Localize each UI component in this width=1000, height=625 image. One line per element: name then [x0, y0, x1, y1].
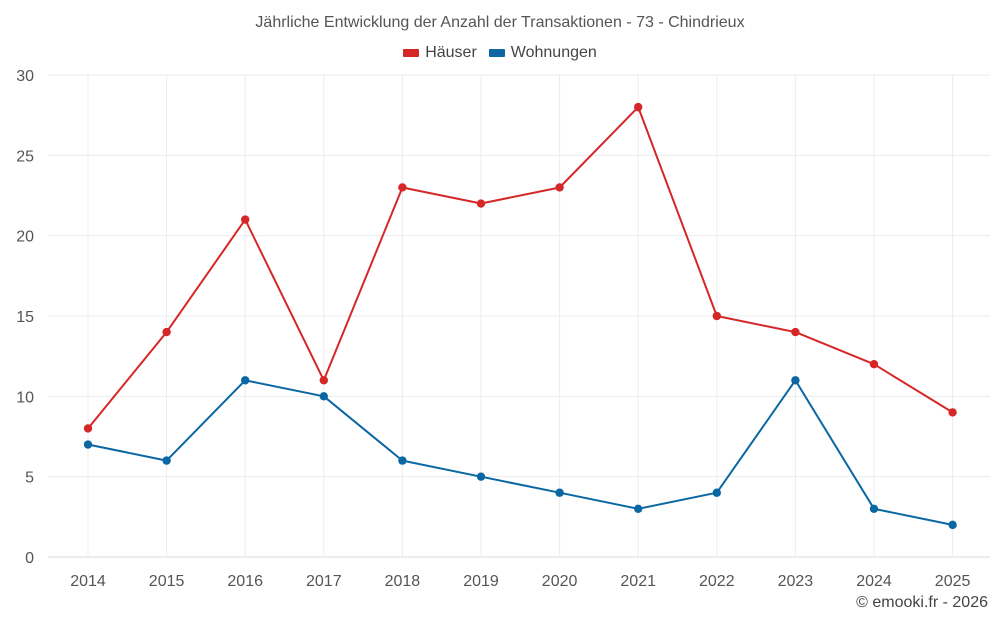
x-tick-label-2020: 2020	[542, 573, 578, 590]
legend-label-wohnungen: Wohnungen	[510, 44, 597, 61]
x-tick-label-2021: 2021	[620, 573, 656, 590]
data-point-wohnungen-2019	[476, 472, 486, 481]
credit-text: © emooki.fr - 2026	[856, 594, 988, 611]
legend-swatch-haeuser	[403, 49, 420, 57]
data-point-wohnungen-2020	[555, 488, 564, 497]
data-point-wohnungen-2023	[791, 376, 800, 385]
legend-item-wohnungen[interactable]: Wohnungen	[488, 44, 597, 62]
x-tick-label-2015: 2015	[149, 573, 185, 590]
x-tick-label-2022: 2022	[699, 573, 735, 590]
data-point-haeuser-2023	[791, 327, 800, 337]
legend: Häuser Wohnungen	[0, 44, 1000, 62]
y-tick-label-30: 30	[16, 68, 34, 85]
data-point-haeuser-2018	[398, 183, 407, 192]
data-point-wohnungen-2017	[319, 392, 328, 401]
data-point-haeuser-2021	[634, 102, 643, 112]
data-point-wohnungen-2015	[162, 456, 171, 465]
data-point-wohnungen-2024	[869, 504, 879, 513]
data-point-wohnungen-2014	[83, 440, 93, 449]
y-tick-label-0: 0	[25, 550, 34, 567]
series-line-haeuser	[87, 106, 954, 430]
data-point-wohnungen-2022	[712, 488, 721, 497]
data-point-haeuser-2017	[319, 376, 328, 385]
data-point-wohnungen-2016	[241, 376, 250, 385]
x-tick-label-2014: 2014	[70, 573, 106, 590]
legend-label-haeuser: Häuser	[425, 44, 477, 61]
data-point-haeuser-2022	[712, 311, 721, 321]
data-point-wohnungen-2021	[634, 504, 643, 513]
legend-swatch-wohnungen	[488, 49, 505, 57]
y-tick-label-10: 10	[16, 389, 34, 406]
series-line-wohnungen	[87, 379, 954, 526]
data-point-haeuser-2020	[555, 183, 564, 192]
x-tick-label-2018: 2018	[385, 573, 421, 590]
x-tick-label-2024: 2024	[856, 573, 892, 590]
data-point-haeuser-2024	[869, 360, 879, 369]
data-point-wohnungen-2025	[948, 520, 957, 530]
data-point-haeuser-2015	[162, 327, 171, 337]
x-tick-label-2019: 2019	[463, 573, 499, 590]
x-tick-label-2017: 2017	[306, 573, 342, 590]
data-point-wohnungen-2018	[398, 456, 407, 465]
y-tick-label-20: 20	[16, 229, 34, 246]
legend-item-haeuser[interactable]: Häuser	[403, 44, 477, 62]
data-point-haeuser-2025	[948, 408, 957, 417]
series-layer	[83, 102, 957, 530]
x-tick-label-2016: 2016	[227, 573, 263, 590]
y-tick-label-25: 25	[16, 148, 34, 165]
y-tick-label-15: 15	[16, 309, 34, 326]
data-point-haeuser-2016	[241, 215, 250, 224]
data-point-haeuser-2014	[83, 424, 93, 433]
x-tick-label-2025: 2025	[935, 573, 971, 590]
chart-title: Jährliche Entwicklung der Anzahl der Tra…	[255, 14, 745, 31]
x-tick-label-2023: 2023	[778, 573, 814, 590]
data-point-haeuser-2019	[476, 199, 486, 208]
y-tick-label-5: 5	[25, 470, 34, 487]
grid-layer	[48, 74, 990, 558]
